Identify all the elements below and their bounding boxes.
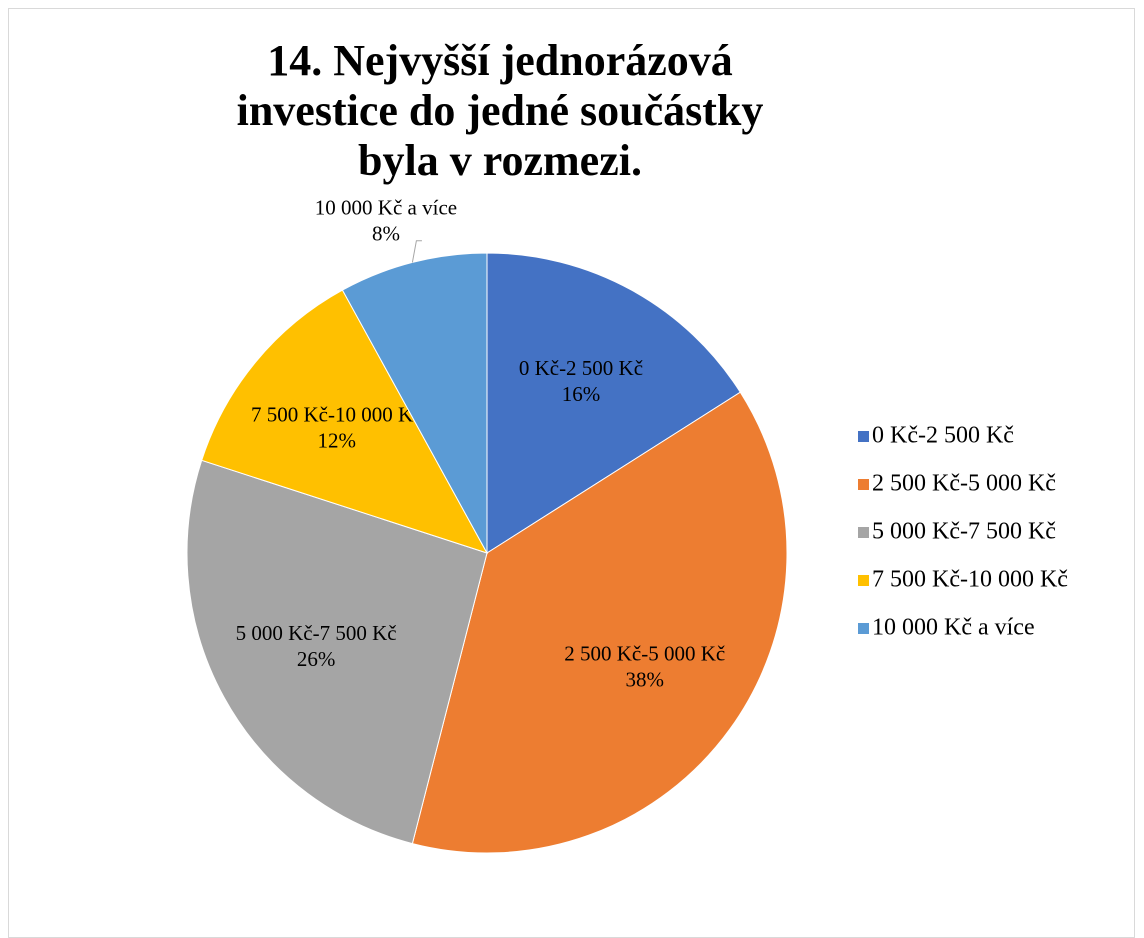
data-label-value: 38% <box>626 667 665 691</box>
data-label-value: 12% <box>317 429 356 453</box>
pie-slice <box>201 289 489 554</box>
data-label-value: 16% <box>562 382 601 406</box>
legend-label: 0 Kč-2 500 Kč <box>872 423 1014 449</box>
data-label-category: 10 000 Kč a více <box>315 196 457 220</box>
pie-slice <box>341 252 488 554</box>
data-label-value: 8% <box>372 222 400 246</box>
leader-line <box>411 240 422 263</box>
pie-slice <box>486 252 741 554</box>
legend-swatch <box>858 431 869 442</box>
data-label-value: 26% <box>297 647 336 671</box>
data-label-category: 2 500 Kč-5 000 Kč <box>564 641 725 665</box>
legend-swatch <box>858 623 869 634</box>
legend-label: 5 000 Kč-7 500 Kč <box>872 519 1056 545</box>
data-label-category: 5 000 Kč-7 500 Kč <box>236 621 397 645</box>
data-label-category: 7 500 Kč-10 000 Kč <box>251 403 422 427</box>
chart-title: 14. Nejvyšší jednorázová investice do je… <box>236 36 764 185</box>
legend-label: 7 500 Kč-10 000 Kč <box>872 567 1068 593</box>
legend-swatch <box>858 479 869 490</box>
pie-slice <box>411 391 788 854</box>
legend-label: 10 000 Kč a více <box>872 615 1035 641</box>
legend-swatch <box>858 575 869 586</box>
legend-swatch <box>858 527 869 538</box>
data-label-category: 0 Kč-2 500 Kč <box>519 356 643 380</box>
pie-slice <box>186 459 488 845</box>
legend-label: 2 500 Kč-5 000 Kč <box>872 471 1056 497</box>
